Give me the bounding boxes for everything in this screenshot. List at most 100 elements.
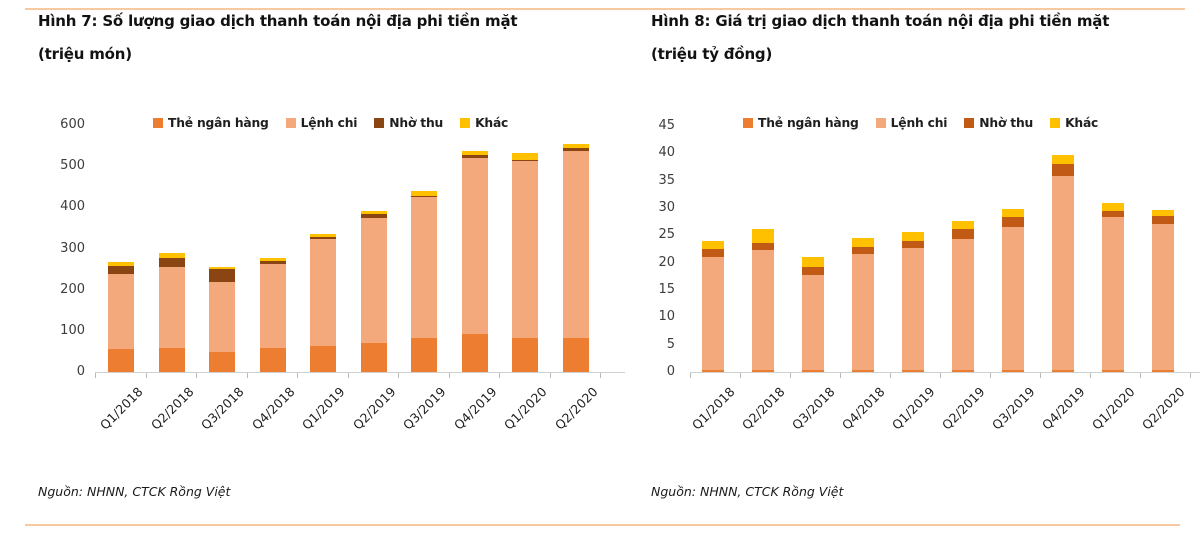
legend-item-nhờ-thu: Nhờ thu: [964, 116, 1033, 130]
legend-label: Nhờ thu: [979, 116, 1034, 130]
bar-segment-lệnh-chi: [108, 274, 134, 350]
x-axis-tick-mark: [840, 373, 841, 378]
x-axis-tick-mark: [448, 373, 450, 378]
legend-swatch-icon: [743, 118, 753, 128]
legend-item-thẻ-ngân-hàng: Thẻ ngân hàng: [153, 116, 269, 130]
figure-7-title: Hình 7: Số lượng giao dịch thanh toán nộ…: [38, 12, 518, 30]
bar-segment-lệnh-chi: [752, 250, 774, 371]
y-axis-tick-label: 0: [666, 364, 675, 379]
bar-segment-thẻ-ngân-hàng: [411, 338, 437, 372]
bar-segment-khác: [1102, 202, 1124, 211]
bar-segment-nhờ-thu: [360, 213, 387, 219]
bar-segment-khác: [562, 144, 589, 149]
y-axis-tick-label: 35: [658, 172, 675, 188]
bar-segment-nhờ-thu: [1002, 217, 1024, 228]
bar-segment-lệnh-chi: [461, 157, 488, 335]
bar-segment-thẻ-ngân-hàng: [209, 352, 235, 372]
legend-swatch-icon: [964, 118, 975, 128]
bar-segment-lệnh-chi: [360, 218, 387, 344]
bar-segment-nhờ-thu: [209, 269, 235, 282]
bar-segment-nhờ-thu: [512, 159, 538, 162]
figure-8-unit: (triệu tỷ đồng): [651, 45, 773, 63]
bar-segment-lệnh-chi: [158, 267, 185, 349]
legend-label: Nhờ thu: [389, 116, 444, 130]
bar-segment-lệnh-chi: [1052, 175, 1074, 371]
chart-transaction-value: 0 5 10 15 20 25 30 35 40 45 Q1/2018 Q2/2018 Q3/2018 Q…: [638, 0, 1200, 541]
bar-segment-khác: [411, 191, 437, 196]
figure-8-source: Nguồn: NHNN, CTCK Rồng Việt: [651, 484, 844, 499]
chart-transaction-count: 0 100 200 300 400 500 600 Q1/2018 Q2/2018 Q3/2018…: [25, 0, 625, 541]
x-axis-tick-mark: [246, 373, 248, 378]
bar-segment-thẻ-ngân-hàng: [310, 346, 336, 372]
bar-segment-khác: [1052, 154, 1074, 165]
x-axis-tick-mark: [95, 373, 96, 378]
bar-segment-nhờ-thu: [1052, 164, 1074, 176]
y-axis-tick-label: 30: [658, 200, 675, 215]
bar-segment-thẻ-ngân-hàng: [802, 370, 824, 372]
x-axis-tick-mark: [600, 373, 601, 378]
legend-label: Lệnh chi: [300, 116, 358, 130]
legend-item-thẻ-ngân-hàng: Thẻ ngân hàng: [743, 116, 859, 130]
legend-label: Khác: [475, 116, 509, 130]
bar-segment-nhờ-thu: [802, 267, 824, 276]
bar-segment-khác: [158, 253, 185, 259]
x-axis-tick-mark: [740, 373, 741, 378]
bar-segment-nhờ-thu: [411, 195, 437, 198]
bar-segment-khác: [702, 240, 724, 249]
bar-segment-khác: [310, 234, 336, 237]
bar-segment-thẻ-ngân-hàng: [360, 343, 387, 372]
bar-segment-nhờ-thu: [852, 247, 874, 254]
legend-label: Khác: [1065, 116, 1099, 130]
y-axis-tick-label: 300: [60, 240, 85, 256]
bar-segment-thẻ-ngân-hàng: [259, 348, 286, 372]
bar-segment-nhờ-thu: [952, 228, 974, 240]
y-axis-tick-label: 45: [658, 118, 675, 133]
top-divider-line: [25, 8, 1185, 10]
bar-segment-thẻ-ngân-hàng: [702, 370, 724, 372]
legend-swatch-icon: [285, 118, 296, 128]
y-axis-tick-label: 100: [60, 322, 85, 338]
bar-segment-nhờ-thu: [752, 242, 774, 251]
bar-segment-thẻ-ngân-hàng: [461, 334, 488, 372]
bottom-divider-line: [25, 524, 1180, 526]
bar-segment-thẻ-ngân-hàng: [852, 370, 874, 372]
x-axis-line: [690, 372, 1200, 373]
bar-segment-thẻ-ngân-hàng: [562, 338, 589, 372]
bar-segment-thẻ-ngân-hàng: [902, 370, 924, 372]
bar-segment-lệnh-chi: [952, 239, 974, 371]
bar-segment-khác: [209, 266, 235, 270]
y-axis-tick-label: 400: [60, 199, 85, 215]
x-axis-tick-mark: [1140, 373, 1141, 378]
y-axis-tick-label: 15: [658, 282, 675, 297]
bar-segment-nhờ-thu: [562, 148, 589, 152]
legend-label: Lệnh chi: [890, 116, 948, 130]
x-axis-tick-mark: [990, 373, 991, 378]
legend-swatch-icon: [1050, 118, 1061, 128]
x-axis-tick-mark: [1040, 373, 1041, 378]
x-axis-tick-mark: [890, 373, 891, 378]
y-axis-tick-label: 10: [658, 309, 675, 325]
x-axis-tick-mark: [549, 373, 551, 378]
bar-segment-khác: [1152, 210, 1174, 216]
y-axis-tick-label: 600: [60, 117, 85, 132]
x-axis-tick-mark: [790, 373, 791, 378]
y-axis-tick-label: 40: [658, 145, 675, 161]
bar-segment-lệnh-chi: [512, 161, 538, 339]
bar-segment-khác: [512, 152, 538, 160]
bar-segment-khác: [360, 211, 387, 214]
chart-legend: Thẻ ngân hàng Lệnh chi Nhờ thu Khác: [153, 116, 508, 130]
bar-segment-thẻ-ngân-hàng: [512, 338, 538, 372]
figure-8: Hình 8: Giá trị giao dịch thanh toán nội…: [638, 0, 1200, 541]
x-axis-tick-mark: [297, 373, 298, 378]
figure-7-unit: (triệu món): [38, 45, 132, 63]
legend-swatch-icon: [153, 118, 163, 128]
bar-segment-nhờ-thu: [1102, 210, 1124, 218]
bar-segment-thẻ-ngân-hàng: [1002, 370, 1024, 372]
legend-label: Thẻ ngân hàng: [168, 116, 269, 130]
x-axis-tick-mark: [499, 373, 500, 378]
bar-segment-lệnh-chi: [852, 253, 874, 371]
bar-segment-lệnh-chi: [259, 264, 286, 349]
legend-item-lệnh-chi: Lệnh chi: [285, 116, 358, 130]
bar-segment-khác: [852, 238, 874, 248]
bar-segment-khác: [1002, 208, 1024, 218]
